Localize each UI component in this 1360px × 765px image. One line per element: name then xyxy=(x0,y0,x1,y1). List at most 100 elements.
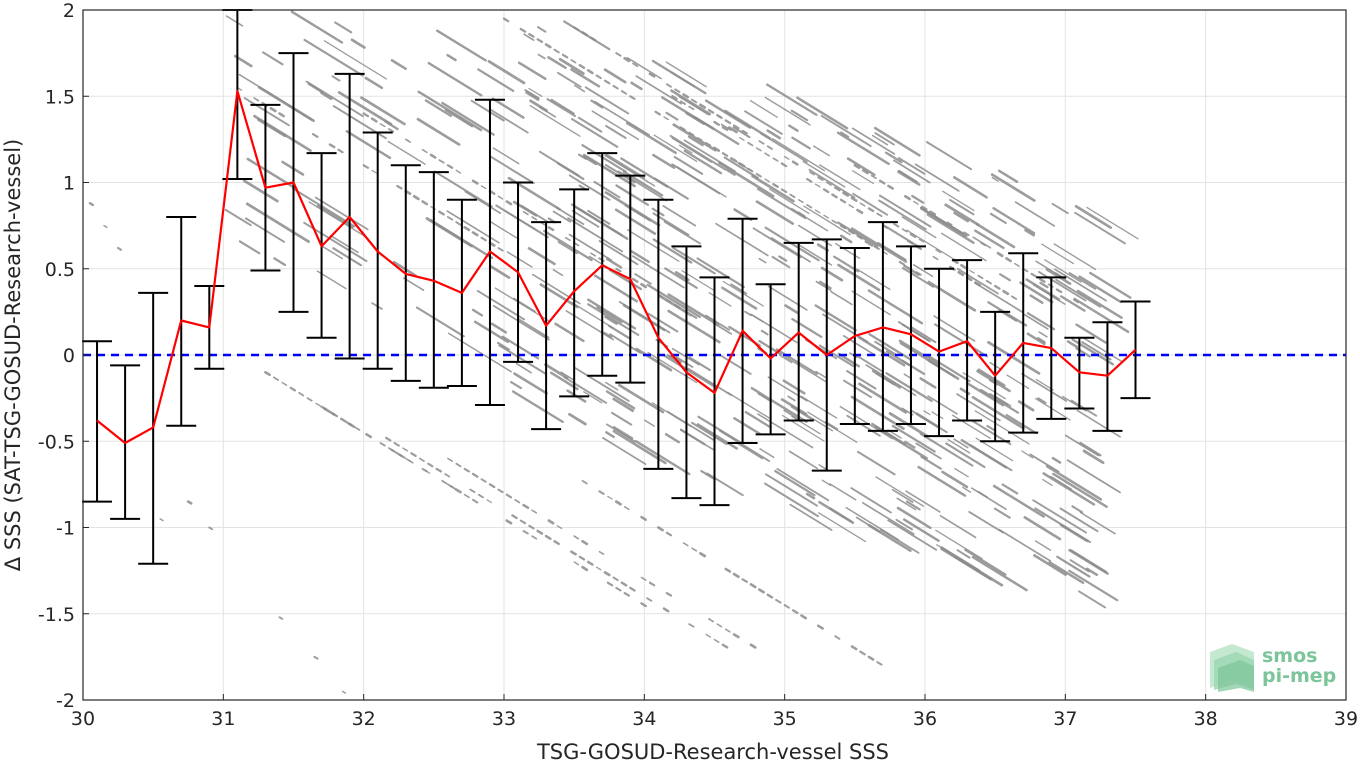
scatter-streak xyxy=(724,109,772,140)
scatter-streak xyxy=(350,38,366,49)
scatter-streak xyxy=(842,191,850,197)
scatter-streak xyxy=(427,462,434,468)
scatter-streak xyxy=(779,354,793,364)
scatter-streak xyxy=(476,289,526,321)
scatter-streak xyxy=(116,246,123,251)
scatter-streak xyxy=(805,492,816,500)
scatter-streak xyxy=(672,246,716,275)
scatter-streak xyxy=(805,178,813,183)
scatter-streak xyxy=(929,210,937,216)
scatter-streak xyxy=(1069,559,1090,573)
scatter-streak xyxy=(797,199,804,204)
scatter-streak xyxy=(991,176,999,182)
scatter-streak xyxy=(416,117,461,146)
scatter-streak xyxy=(1082,449,1105,465)
scatter-streak xyxy=(505,493,513,499)
scatter-streak xyxy=(553,48,560,54)
scatter-streak xyxy=(455,221,462,226)
scatter-streak xyxy=(1082,337,1123,363)
scatter-streak xyxy=(1085,567,1099,577)
scatter-streak xyxy=(896,497,917,511)
scatter-streak xyxy=(720,123,732,131)
scatter-streak xyxy=(898,260,906,266)
scatter-streak xyxy=(1014,262,1020,267)
scatter-streak xyxy=(1023,313,1049,330)
scatter-streak xyxy=(904,194,911,201)
scatter-streak xyxy=(1055,278,1102,308)
scatter-streak xyxy=(522,530,529,535)
scatter-streak xyxy=(603,79,611,85)
scatter-streak xyxy=(791,415,821,435)
scatter-streak xyxy=(611,411,633,426)
scatter-streak xyxy=(856,268,891,290)
scatter-streak xyxy=(331,75,341,82)
scatter-streak xyxy=(732,633,740,639)
scatter-streak xyxy=(807,411,858,443)
scatter-streak xyxy=(987,301,1028,327)
scatter-streak xyxy=(438,210,445,216)
x-tick-labels: 30 31 32 33 34 35 36 37 38 39 xyxy=(71,694,1358,730)
scatter-streak xyxy=(556,525,563,530)
scatter-streak xyxy=(739,137,745,141)
scatter-streak xyxy=(446,53,457,62)
scatter-streak xyxy=(471,231,479,237)
scatter-streak xyxy=(670,89,712,116)
scatter-streak xyxy=(648,72,656,78)
scatter-streak xyxy=(441,101,495,136)
scatter-streak xyxy=(571,209,600,228)
scatter-streak xyxy=(1035,260,1064,279)
scatter-streak xyxy=(920,455,942,470)
scatter-streak xyxy=(590,99,604,109)
scatter-streak xyxy=(956,393,1001,422)
scatter-streak xyxy=(1064,434,1100,457)
scatter-streak xyxy=(895,518,914,531)
scatter-streak xyxy=(612,426,634,440)
scatter-streak xyxy=(604,191,661,227)
scatter-streak xyxy=(1034,507,1092,544)
scatter-streak xyxy=(755,172,762,178)
scatter-streak xyxy=(996,251,1004,258)
scatter-streak xyxy=(927,395,958,415)
scatter-streak xyxy=(488,483,496,489)
scatter-streak xyxy=(1068,569,1119,602)
scatter-streak xyxy=(840,131,850,138)
scatter-streak xyxy=(614,208,657,235)
scatter-streak xyxy=(528,87,543,97)
scatter-streak xyxy=(1059,295,1086,312)
scatter-streak xyxy=(630,81,643,91)
scatter-streak xyxy=(593,180,621,199)
scatter-streak xyxy=(1066,340,1079,349)
scatter-streak xyxy=(648,581,656,587)
scatter-streak xyxy=(536,38,544,44)
scatter-streak xyxy=(557,71,582,88)
scatter-streak xyxy=(524,89,540,100)
scatter-streak xyxy=(772,182,779,189)
scatter-streak xyxy=(688,131,695,136)
scatter-streak xyxy=(421,200,429,206)
y-tick-label: 0 xyxy=(63,345,75,367)
scatter-streak xyxy=(354,426,361,431)
scatter-streak xyxy=(513,372,548,395)
scatter-streak xyxy=(253,114,312,152)
scatter-streak xyxy=(1078,275,1122,304)
scatter-streak xyxy=(1021,450,1034,459)
scatter-streak xyxy=(941,470,969,489)
scatter-streak xyxy=(784,304,800,315)
scatter-streak xyxy=(919,377,937,389)
scatter-streak xyxy=(455,169,462,174)
scatter-streak xyxy=(1014,201,1056,227)
scatter-streak xyxy=(953,211,969,223)
scatter-streak xyxy=(1011,295,1018,300)
scatter-streak xyxy=(688,356,712,372)
scatter-streak xyxy=(759,448,775,459)
scatter-streak xyxy=(719,429,771,462)
scatter-streak xyxy=(390,59,407,70)
scatter-streak xyxy=(626,56,662,80)
scatter-streak xyxy=(729,157,737,163)
scatter-streak xyxy=(708,618,714,623)
scatter-streak xyxy=(909,233,917,239)
scatter-streak xyxy=(867,655,875,661)
scatter-streak xyxy=(1025,278,1061,301)
scatter-streak xyxy=(1076,409,1121,438)
scatter-streak xyxy=(640,282,648,289)
